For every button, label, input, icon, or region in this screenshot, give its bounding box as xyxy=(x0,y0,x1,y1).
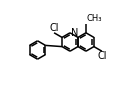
Text: N: N xyxy=(71,28,78,38)
Text: Cl: Cl xyxy=(97,51,107,61)
Text: CH₃: CH₃ xyxy=(86,14,102,23)
Text: Cl: Cl xyxy=(49,23,59,33)
